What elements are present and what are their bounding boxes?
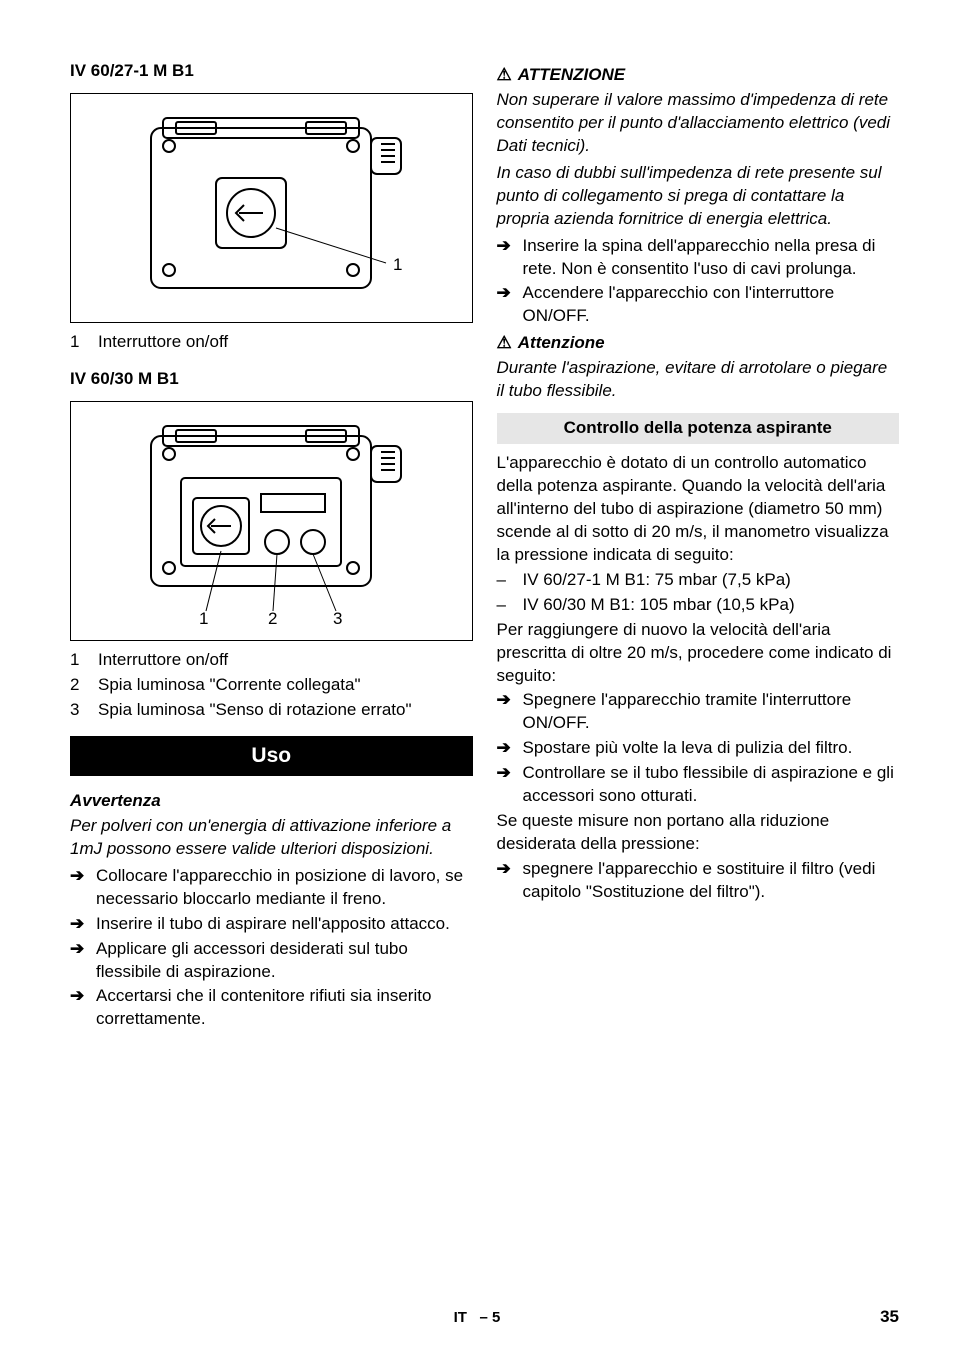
arrow-icon: ➔ [497, 689, 515, 735]
list-item: ➔spegnere l'apparecchio e sostituire il … [497, 858, 900, 904]
footer-center: IT – 5 [0, 1308, 954, 1328]
controllo-p2: Per raggiungere di nuovo la velocità del… [497, 619, 900, 688]
fig1-callout-1: 1 [393, 255, 402, 274]
controllo-steps2: ➔spegnere l'apparecchio e sostituire il … [497, 858, 900, 904]
list-item: ➔Inserire il tubo di aspirare nell'appos… [70, 913, 473, 936]
list-item: –IV 60/27-1 M B1: 75 mbar (7,5 kPa) [497, 569, 900, 592]
arrow-icon: ➔ [70, 865, 88, 911]
list-item: ➔Spostare più volte la leva di pulizia d… [497, 737, 900, 760]
arrow-icon: ➔ [70, 985, 88, 1031]
left-column: IV 60/27-1 M B1 [70, 60, 473, 1033]
list-item: ➔Applicare gli accessori desiderati sul … [70, 938, 473, 984]
list-item: ➔Spegnere l'apparecchio tramite l'interr… [497, 689, 900, 735]
list-item: 1 Interruttore on/off [70, 331, 473, 354]
controllo-steps: ➔Spegnere l'apparecchio tramite l'interr… [497, 689, 900, 808]
list-item: –IV 60/30 M B1: 105 mbar (10,5 kPa) [497, 594, 900, 617]
attenzione1-p2: In caso di dubbi sull'impedenza di rete … [497, 162, 900, 231]
list-item: ➔Collocare l'apparecchio in posizione di… [70, 865, 473, 911]
attenzione1-steps: ➔Inserire la spina dell'apparecchio nell… [497, 235, 900, 329]
page-number: 35 [880, 1306, 899, 1329]
attenzione2-title: ⚠Attenzione [497, 332, 900, 355]
fig2-callout-2: 2 [268, 609, 277, 626]
figure-2: 1 2 3 [70, 401, 473, 641]
model2-heading: IV 60/30 M B1 [70, 368, 473, 391]
figure-1-svg: 1 [121, 108, 421, 308]
page-footer: IT – 5 35 [0, 1308, 954, 1328]
attenzione1-p1: Non superare il valore massimo d'impeden… [497, 89, 900, 158]
fig2-callout-1: 1 [199, 609, 208, 626]
section-uso: Uso [70, 736, 473, 776]
model1-heading: IV 60/27-1 M B1 [70, 60, 473, 83]
list-item: 3Spia luminosa "Senso di rotazione errat… [70, 699, 473, 722]
two-column-layout: IV 60/27-1 M B1 [70, 60, 899, 1033]
arrow-icon: ➔ [497, 858, 515, 904]
attenzione1-title: ⚠ATTENZIONE [497, 64, 900, 87]
warning-icon: ⚠ [497, 65, 512, 84]
arrow-icon: ➔ [70, 913, 88, 936]
dash-icon: – [497, 569, 515, 592]
controllo-p1: L'apparecchio è dotato di un controllo a… [497, 452, 900, 567]
list-item: ➔Controllare se il tubo flessibile di as… [497, 762, 900, 808]
figure2-legend: 1Interruttore on/off 2Spia luminosa "Cor… [70, 649, 473, 722]
figure1-legend: 1 Interruttore on/off [70, 331, 473, 354]
warning-icon: ⚠ [497, 333, 512, 352]
list-item: 1Interruttore on/off [70, 649, 473, 672]
avvertenza-body: Per polveri con un'energia di attivazion… [70, 815, 473, 861]
figure-1: 1 [70, 93, 473, 323]
figure-2-svg: 1 2 3 [121, 416, 421, 626]
controllo-values: –IV 60/27-1 M B1: 75 mbar (7,5 kPa) –IV … [497, 569, 900, 617]
subsection-controllo: Controllo della potenza aspirante [497, 413, 900, 444]
arrow-icon: ➔ [497, 737, 515, 760]
arrow-icon: ➔ [497, 282, 515, 328]
arrow-icon: ➔ [497, 235, 515, 281]
attenzione2-body: Durante l'aspirazione, evitare di arroto… [497, 357, 900, 403]
list-item: ➔Accertarsi che il contenitore rifiuti s… [70, 985, 473, 1031]
fig2-callout-3: 3 [333, 609, 342, 626]
list-item: ➔Accendere l'apparecchio con l'interrutt… [497, 282, 900, 328]
list-item: 2Spia luminosa "Corrente collegata" [70, 674, 473, 697]
uso-steps: ➔Collocare l'apparecchio in posizione di… [70, 865, 473, 1032]
dash-icon: – [497, 594, 515, 617]
arrow-icon: ➔ [497, 762, 515, 808]
arrow-icon: ➔ [70, 938, 88, 984]
right-column: ⚠ATTENZIONE Non superare il valore massi… [497, 60, 900, 1033]
list-item: ➔Inserire la spina dell'apparecchio nell… [497, 235, 900, 281]
controllo-p3: Se queste misure non portano alla riduzi… [497, 810, 900, 856]
avvertenza-title: Avvertenza [70, 790, 473, 813]
